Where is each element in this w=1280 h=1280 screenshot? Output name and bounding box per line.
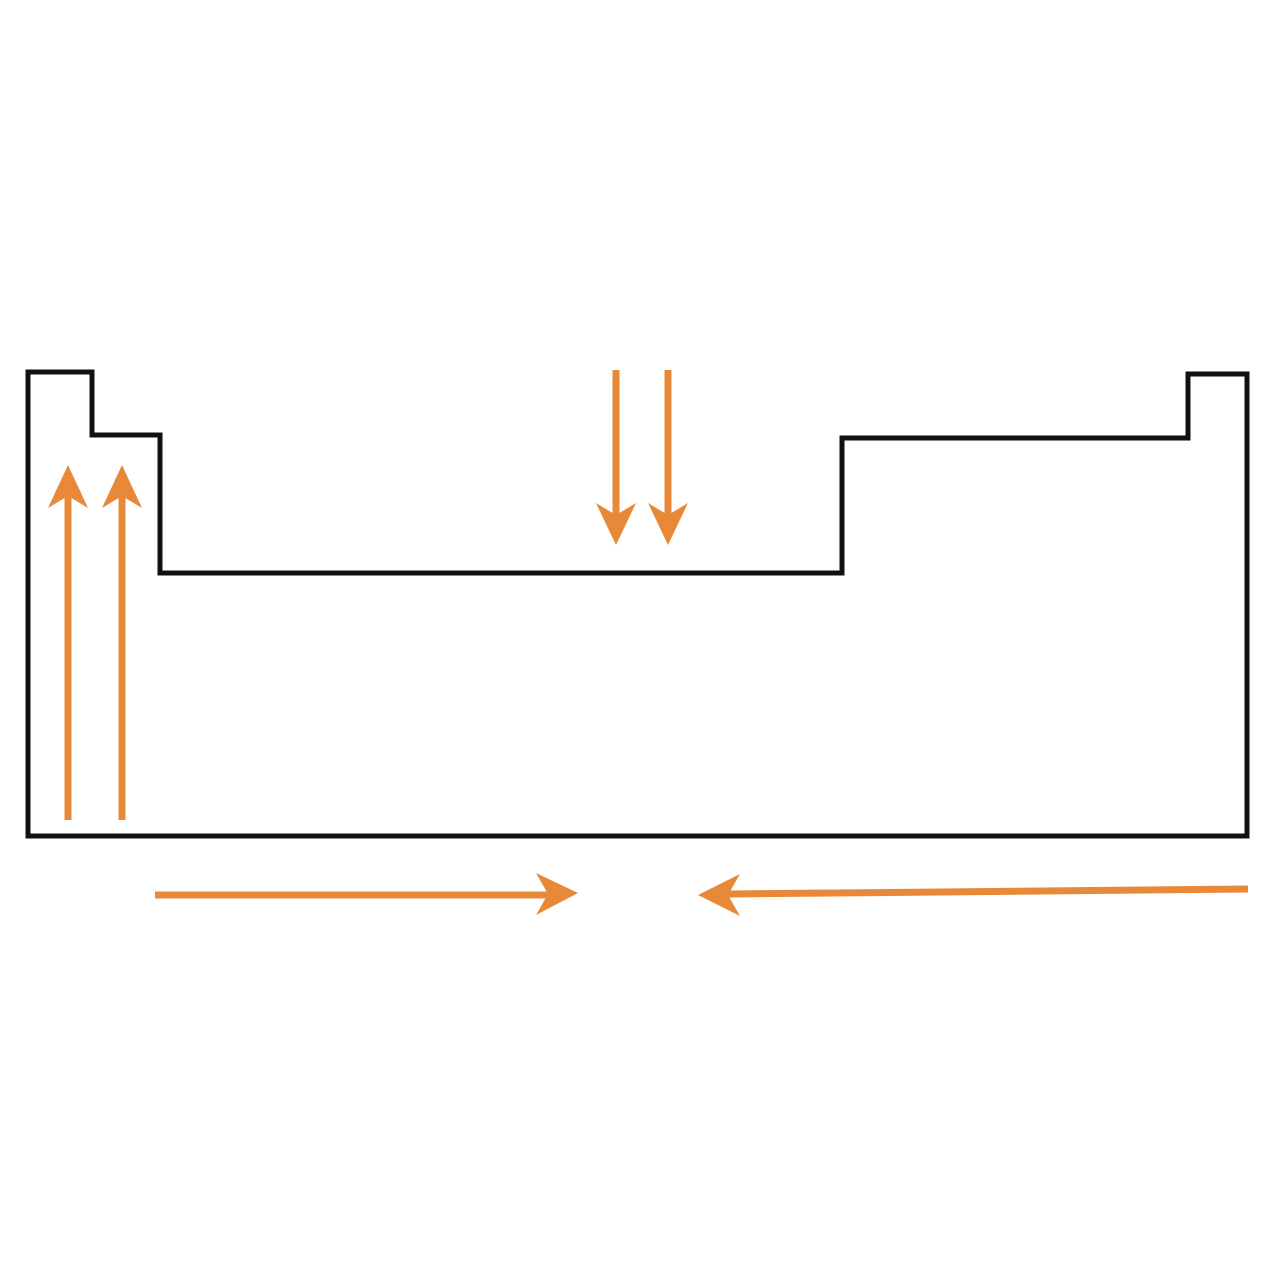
arrow-down-icon — [596, 370, 636, 545]
arrow-right-icon — [155, 873, 578, 915]
arrow-left-icon — [698, 874, 1249, 916]
arrow-down-icon — [648, 370, 688, 545]
arrow-up-icon — [48, 465, 88, 820]
periodic-table-outline — [25, 369, 1250, 839]
arrow-up-icon — [102, 465, 142, 820]
